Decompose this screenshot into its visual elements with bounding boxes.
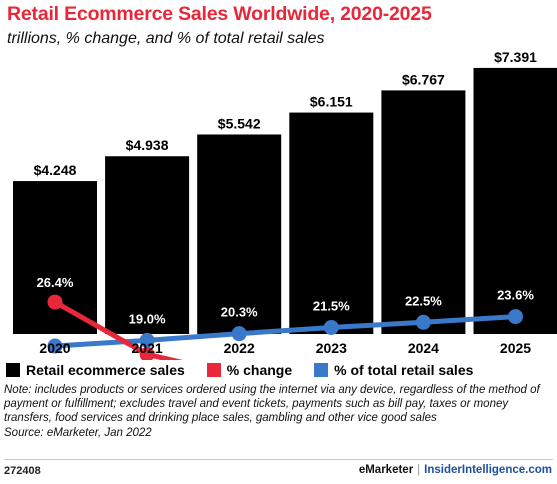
legend-swatch-change [206,363,221,377]
share-point-2023 [323,319,339,335]
share-point-2025 [508,309,523,325]
share-point-2021 [139,332,155,348]
bar-2023 [289,112,374,335]
combo-chart: $4.248 $4.938 $5.542 $6.151 $6.767 $7.391 2020… [13,49,557,360]
share-point-2024 [415,314,431,330]
chart-id: 272408 [4,465,41,477]
change-line [52,299,183,360]
footer-brand: eMarketer | InsiderIntelligence.com [359,464,552,476]
x-tick-2023: 2023 [316,340,347,356]
brand-insider[interactable]: InsiderIntelligence.com [424,464,552,476]
share-label-2024: 22.5% [405,293,442,308]
legend-item-change: % change [206,362,293,378]
bar-label-2021: $4.938 [126,137,169,153]
bar-label-2025: $7.391 [494,49,537,65]
chart-subtitle: trillions, % change, and % of total reta… [7,30,325,47]
brand-emarketer: eMarketer [358,464,414,476]
share-label-2020: 17.9% [37,358,74,360]
share-line [52,314,518,349]
source-text: Source: eMarketer, Jan 2022 [4,426,152,439]
x-tick-2021: 2021 [132,340,163,356]
bar-label-2020: $4.248 [34,162,77,178]
chart-note: Note: includes products or services orde… [4,383,552,440]
x-tick-2025: 2025 [500,340,531,356]
share-point-2020 [47,338,63,354]
change-label-2020: 26.4% [37,275,74,290]
x-tick-2022: 2022 [224,340,255,356]
change-point-2020 [47,294,63,310]
bar-label-2022: $5.542 [218,115,261,131]
change-point-2021 [139,346,155,360]
bar-2020 [13,181,97,334]
share-label-2025: 23.6% [497,288,534,303]
note-text: Note: includes products or services orde… [4,384,540,425]
share-label-2021: 19.0% [129,311,166,326]
footer-divider [4,459,553,460]
bar-label-2023: $6.151 [310,94,353,110]
legend-label-change: % change [226,362,293,378]
legend-swatch-sales [6,363,20,377]
legend-swatch-share [314,363,329,377]
legend-item-share: % of total retail sales [314,362,473,378]
x-tick-2020: 2020 [39,340,70,356]
brand-separator: | [417,464,421,476]
chart-legend: Retail ecommerce sales % change % of tot… [6,361,495,379]
x-tick-2024: 2024 [408,340,439,356]
share-label-2023: 21.5% [313,298,350,313]
chart-title: Retail Ecommerce Sales Worldwide, 2020-2… [7,3,432,25]
bar-2024 [381,90,466,334]
bar-label-2024: $6.767 [402,71,445,87]
bar-2021 [105,156,190,334]
legend-label-sales: Retail ecommerce sales [26,362,185,378]
legend-item-sales: Retail ecommerce sales [6,362,185,378]
legend-label-share: % of total retail sales [334,362,474,378]
bar-2022 [197,134,282,334]
share-label-2022: 20.3% [221,305,258,320]
share-point-2022 [231,326,247,342]
bar-2025 [473,67,557,334]
